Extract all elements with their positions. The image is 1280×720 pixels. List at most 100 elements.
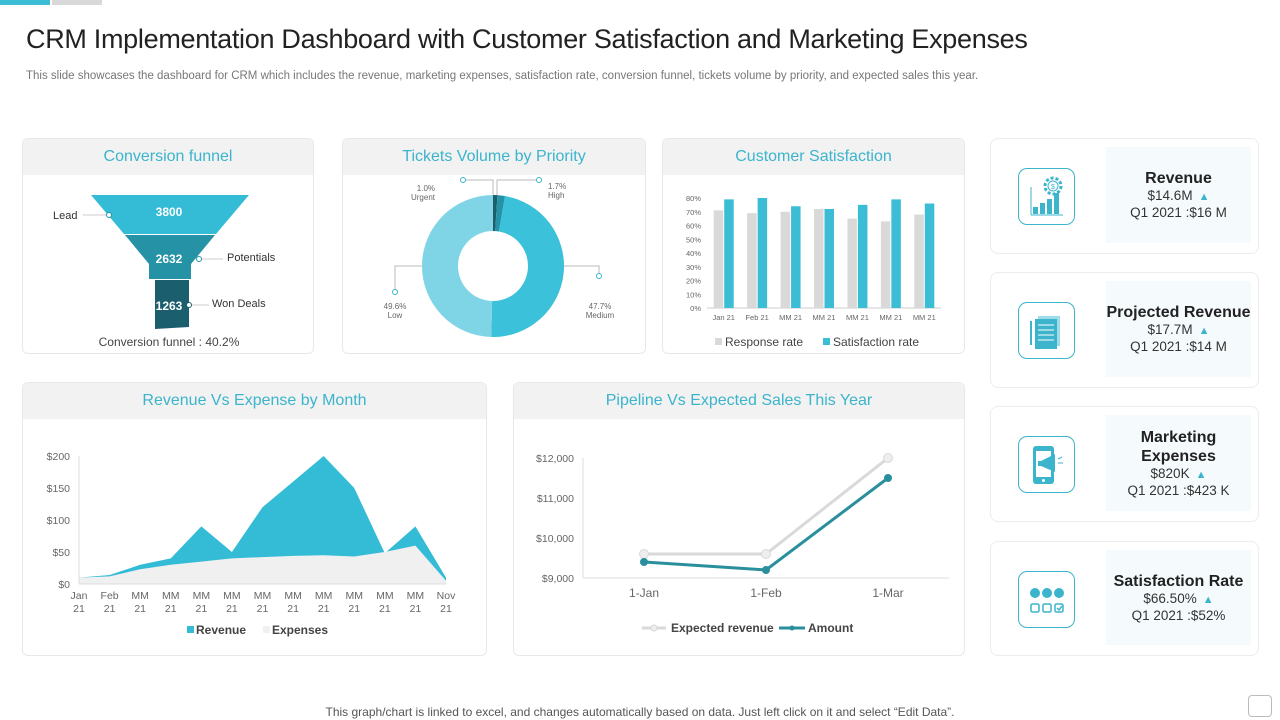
- legend-marker: [789, 625, 795, 631]
- accent-bar-gray: [52, 0, 102, 5]
- kpi-card-satisfaction-rate[interactable]: Satisfaction Rate $66.50% ▲ Q1 2021 :$52%: [990, 541, 1259, 656]
- phone-megaphone-icon: [1018, 436, 1075, 493]
- funnel-value: 3800: [156, 205, 183, 219]
- panel-title: Revenue Vs Expense by Month: [23, 383, 486, 419]
- panel-title: Conversion funnel: [23, 139, 313, 175]
- revenue-expense-area-chart[interactable]: $0$50$100$150$200Jan21Feb21MM21MM21MM21M…: [23, 383, 488, 657]
- funnel-label-potentials: Potentials: [227, 252, 276, 264]
- legend-label: Expenses: [272, 623, 328, 637]
- bar-response-rate: [713, 210, 724, 308]
- trend-up-icon: ▲: [1198, 191, 1210, 203]
- y-tick-label: 10%: [686, 290, 701, 299]
- conversion-funnel-panel: Conversion funnel 3800 2632 1263 Lead Po…: [22, 138, 314, 354]
- y-tick-label: 0%: [690, 304, 701, 313]
- y-tick-label: $50: [52, 547, 70, 559]
- bar-response-rate: [914, 214, 924, 308]
- bar-response-rate: [747, 213, 757, 308]
- kpi-value: $17.7M: [1147, 322, 1193, 337]
- x-tick-label: 21: [73, 603, 85, 615]
- data-point: [883, 453, 893, 463]
- bar-response-rate: [780, 211, 791, 308]
- leader-line: [564, 265, 600, 273]
- y-tick-label: 30%: [686, 263, 701, 272]
- legend-label: Amount: [808, 621, 853, 635]
- customer-satisfaction-panel: Customer Satisfaction 0% 10% 20% 30% 40% 50% 6…: [662, 138, 965, 354]
- leader-dot: [536, 177, 542, 183]
- y-tick-label: 80%: [686, 194, 701, 203]
- kpi-value: $820K: [1150, 465, 1190, 481]
- slice-name: High: [548, 191, 564, 200]
- data-point: [639, 549, 649, 559]
- funnel-label-won: Won Deals: [212, 298, 266, 310]
- bar-satisfaction-rate: [791, 206, 801, 308]
- x-tick-label: MM: [376, 590, 394, 602]
- pipeline-line-chart[interactable]: $9,000 $10,000 $11,000 $12,000 1-Jan 1-Feb 1-M…: [514, 383, 966, 657]
- kpi-compare: Q1 2021 :$14 M: [1130, 339, 1227, 354]
- leader-dot: [392, 289, 398, 295]
- slice-value: 1.0%: [417, 184, 435, 193]
- y-tick-label: 20%: [686, 277, 701, 286]
- x-tick-label: 21: [440, 603, 452, 615]
- pipeline-panel: Pipeline Vs Expected Sales This Year $9,…: [513, 382, 965, 656]
- x-tick-label: MM 21: [846, 313, 869, 322]
- kpi-value: $14.6M: [1147, 188, 1193, 203]
- legend-marker: [650, 624, 658, 632]
- kpi-title: Satisfaction Rate: [1113, 572, 1244, 590]
- y-tick-label: $200: [47, 451, 71, 463]
- kpi-card-marketing-expenses[interactable]: Marketing Expenses $820K ▲ Q1 2021 :$423 K: [990, 406, 1259, 522]
- x-tick-label: 1-Feb: [750, 586, 782, 600]
- leader-dot: [596, 273, 602, 279]
- leader-line: [496, 179, 539, 195]
- x-tick-label: 21: [318, 603, 330, 615]
- bar-response-rate: [880, 221, 891, 308]
- legend-swatch: [187, 626, 194, 633]
- kpi-card-projected-revenue[interactable]: Projected Revenue $17.7M ▲ Q1 2021 :$14 M: [990, 272, 1259, 388]
- tickets-donut-chart[interactable]: 1.0%Urgent 1.7%High 47.7%Medium 49.6%Low: [343, 139, 647, 355]
- x-tick-label: MM 21: [779, 313, 802, 322]
- y-tick-label: $0: [58, 579, 70, 591]
- footer-note: This graph/chart is linked to excel, and…: [325, 705, 955, 719]
- x-tick-label: MM: [315, 590, 333, 602]
- x-tick-label: MM: [254, 590, 272, 602]
- revenue-gear-chart-icon: $: [1018, 168, 1075, 225]
- donut-slice-low: [422, 195, 493, 337]
- trend-up-icon: ▲: [1202, 593, 1214, 606]
- leader-dot: [460, 177, 466, 183]
- kpi-value: $66.50%: [1143, 590, 1197, 606]
- x-tick-label: 21: [104, 603, 116, 615]
- x-tick-label: 1-Jan: [629, 586, 659, 600]
- conversion-rate: Conversion funnel : 40.2%: [99, 335, 240, 349]
- x-tick-label: MM: [407, 590, 425, 602]
- kpi-compare: Q1 2021 :$16 M: [1130, 205, 1227, 220]
- funnel-value: 1263: [156, 299, 183, 313]
- funnel-stage-lead: [91, 195, 249, 234]
- panel-title: Customer Satisfaction: [663, 139, 964, 175]
- y-tick-label: $150: [47, 483, 71, 495]
- slice-name: Urgent: [411, 193, 436, 202]
- legend-swatch: [715, 338, 722, 345]
- panel-title: Pipeline Vs Expected Sales This Year: [514, 383, 964, 419]
- y-tick-label: $12,000: [536, 453, 574, 465]
- x-tick-label: Jan 21: [712, 313, 735, 322]
- kpi-compare: Q1 2021 :$52%: [1131, 607, 1226, 623]
- satisfaction-bar-chart[interactable]: 0% 10% 20% 30% 40% 50% 60% 70% 80% Jan 21 Feb 21 MM…: [663, 139, 966, 355]
- kpi-title: Projected Revenue: [1106, 304, 1251, 321]
- data-point: [640, 558, 648, 566]
- kpi-title: Marketing Expenses: [1140, 428, 1217, 465]
- y-tick-label: $100: [47, 515, 71, 527]
- funnel-chart[interactable]: 3800 2632 1263 Lead Potentials Won Deals…: [23, 139, 315, 355]
- slide-options-button[interactable]: [1248, 695, 1272, 717]
- y-tick-label: $10,000: [536, 533, 574, 545]
- page-subtitle: This slide showcases the dashboard for C…: [26, 70, 979, 82]
- donut-slice-urgent: [493, 195, 498, 232]
- bar-response-rate: [847, 218, 857, 308]
- x-tick-label: 21: [348, 603, 360, 615]
- bar-satisfaction-rate: [724, 199, 734, 308]
- kpi-card-revenue[interactable]: $ Revenue $14.6M ▲ Q1 2021 :$16 M: [990, 138, 1259, 254]
- x-tick-label: MM: [131, 590, 149, 602]
- bar-satisfaction-rate: [891, 199, 901, 308]
- slice-name: Low: [388, 311, 403, 320]
- x-tick-label: 21: [134, 603, 146, 615]
- y-tick-label: 50%: [686, 235, 701, 244]
- donut-slice-high: [495, 195, 505, 232]
